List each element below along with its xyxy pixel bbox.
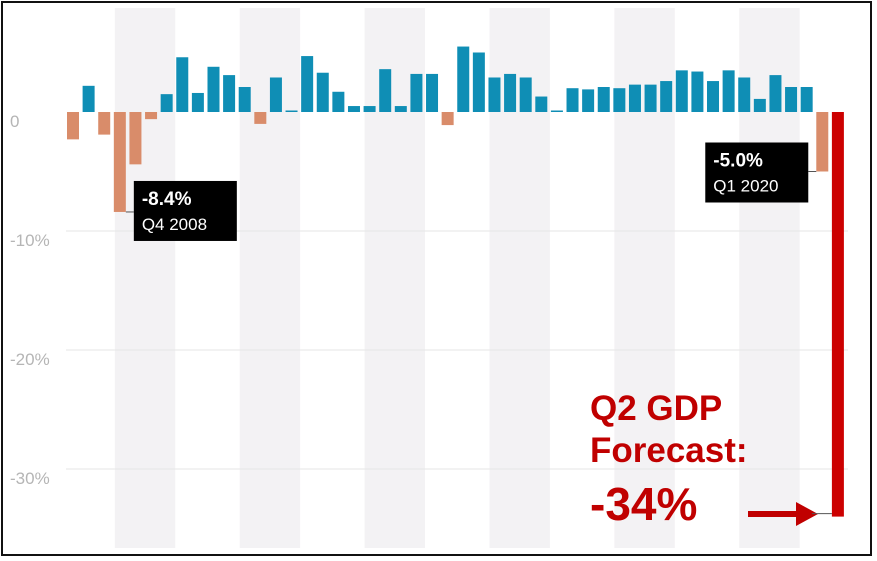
bar-3: [113, 112, 126, 212]
bar-35: [613, 88, 626, 112]
bar-49: [831, 112, 844, 517]
bar-31: [550, 110, 563, 112]
bar-48: [816, 112, 829, 172]
shaded-band-0: [114, 8, 176, 548]
bar-37: [644, 84, 657, 112]
y-tick-label-3: -30%: [10, 469, 50, 488]
forecast-arrow-icon: [748, 502, 818, 526]
callouts: -8.4% Q4 2008 -5.0% Q1 2020: [125, 142, 817, 241]
forecast-title-line1: Q2 GDP: [590, 389, 722, 428]
y-tick-label-2: -20%: [10, 350, 50, 369]
y-tick-label-1: -10%: [10, 231, 50, 250]
bar-0: [67, 112, 79, 140]
callout-1: -5.0% Q1 2020: [705, 142, 817, 203]
bar-9: [207, 66, 220, 112]
bar-14: [285, 110, 298, 112]
bar-1: [82, 85, 95, 112]
bar-16: [316, 72, 329, 112]
bar-6: [160, 94, 173, 112]
bar-26: [472, 52, 485, 112]
bar-45: [769, 75, 782, 112]
bar-5: [145, 112, 158, 120]
bar-47: [800, 87, 813, 112]
bar-4: [129, 112, 142, 165]
y-axis-tick-labels: 0 -10% -20% -30%: [10, 112, 50, 488]
callout-period-0: Q4 2008: [142, 215, 207, 234]
callout-value-1: -5.0%: [713, 151, 763, 172]
bar-2: [98, 112, 111, 135]
bar-32: [566, 88, 579, 112]
callout-box-1: [705, 142, 809, 203]
bar-20: [379, 69, 392, 112]
forecast-annotation: Q2 GDP Forecast: -34%: [590, 389, 832, 530]
bar-40: [691, 71, 704, 112]
bar-22: [410, 73, 423, 112]
bar-8: [191, 92, 204, 112]
bar-7: [176, 57, 189, 112]
bar-11: [238, 87, 251, 112]
bar-33: [582, 89, 595, 112]
bar-46: [785, 87, 798, 112]
bar-34: [597, 87, 610, 112]
forecast-title-line2: Forecast:: [590, 431, 748, 470]
bar-19: [363, 106, 376, 112]
bar-15: [301, 56, 314, 112]
bar-30: [535, 96, 548, 112]
bar-series: [67, 46, 844, 517]
callout-value-0: -8.4%: [142, 189, 192, 210]
bar-12: [254, 112, 267, 124]
bar-13: [269, 77, 282, 112]
bar-25: [457, 46, 470, 112]
callout-0: -8.4% Q4 2008: [125, 180, 237, 241]
bar-10: [223, 75, 236, 112]
forecast-value: -34%: [590, 478, 697, 530]
bar-36: [628, 84, 641, 112]
y-tick-label-0: 0: [10, 112, 19, 131]
bar-29: [519, 77, 532, 112]
bar-17: [332, 91, 345, 112]
bar-27: [488, 77, 501, 112]
bar-18: [347, 106, 360, 112]
bar-42: [722, 70, 735, 112]
bar-43: [738, 77, 751, 112]
bar-38: [660, 81, 673, 112]
bar-44: [753, 98, 766, 112]
bar-39: [675, 70, 688, 112]
callout-period-1: Q1 2020: [713, 177, 778, 196]
bar-21: [394, 106, 407, 112]
bar-23: [426, 73, 439, 112]
bar-28: [504, 73, 517, 112]
bar-24: [441, 112, 454, 126]
callout-box-0: [133, 180, 237, 241]
bar-41: [707, 81, 720, 112]
